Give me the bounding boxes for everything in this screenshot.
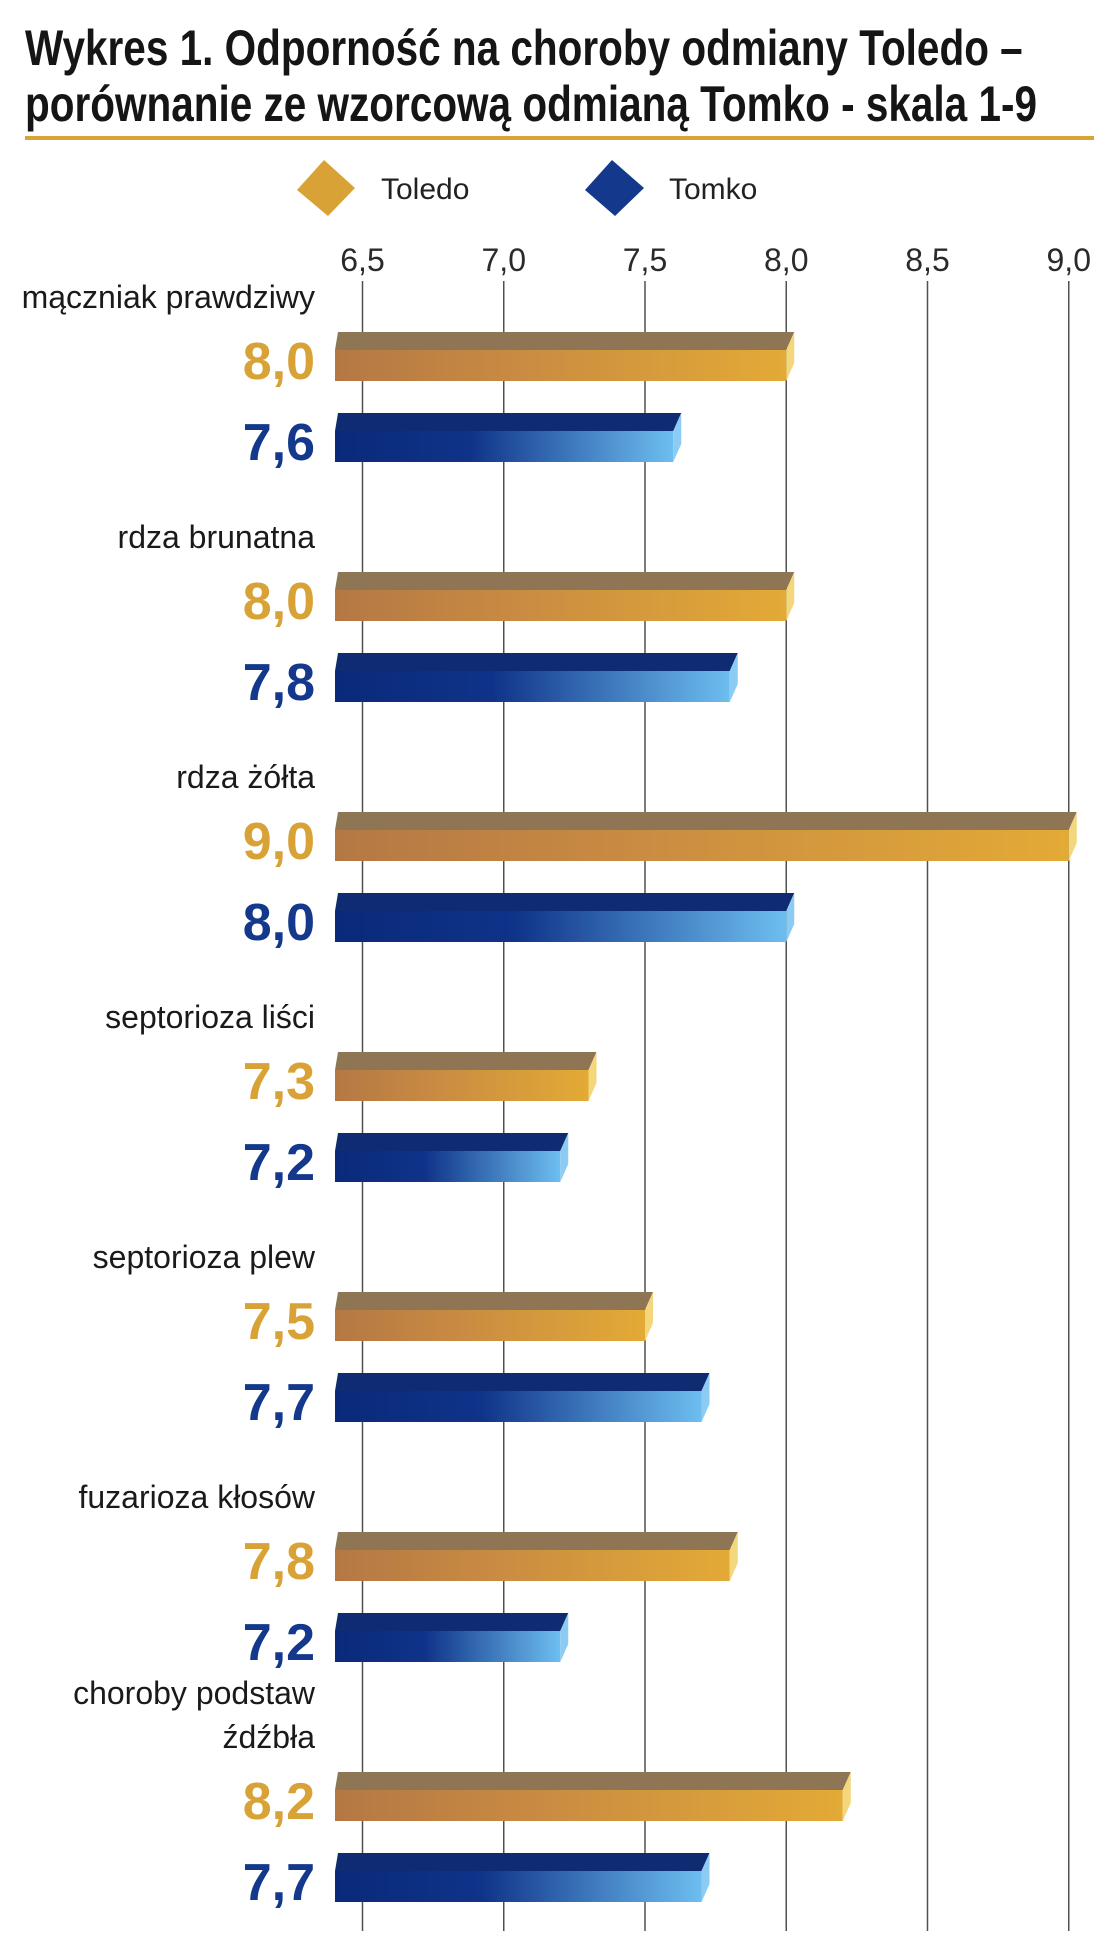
value-label-toledo: 7,8 bbox=[242, 1533, 315, 1591]
bar-toledo-choroby-podstaw-zdzbla bbox=[335, 1772, 851, 1821]
value-label-toledo: 9,0 bbox=[242, 813, 315, 871]
bar-tomko-maczniak-prawdziwy bbox=[335, 413, 682, 462]
value-label-toledo: 8,0 bbox=[242, 333, 315, 391]
bar-front-face bbox=[335, 431, 674, 462]
bar-top-face bbox=[335, 812, 1077, 830]
value-label-tomko: 7,2 bbox=[242, 1134, 315, 1192]
gridlines bbox=[361, 281, 1070, 1931]
legend-swatch-tomko-icon bbox=[585, 160, 644, 216]
x-tick-label: 6,5 bbox=[340, 242, 385, 278]
title-underline bbox=[25, 136, 1094, 140]
bar-front-face bbox=[335, 1151, 561, 1182]
bar-front-face bbox=[335, 590, 787, 621]
bar-front-face bbox=[335, 1550, 730, 1581]
bar-end-cap bbox=[786, 572, 795, 621]
x-tick-label: 8,0 bbox=[764, 242, 809, 278]
bar-toledo-septorioza-plew bbox=[335, 1292, 653, 1341]
category-label: fuzarioza kłosów bbox=[78, 1479, 315, 1515]
bar-front-face bbox=[335, 350, 787, 381]
x-tick-label: 7,5 bbox=[622, 242, 668, 278]
bar-end-cap bbox=[588, 1052, 597, 1101]
bar-top-face bbox=[335, 1292, 653, 1310]
bar-top-face bbox=[335, 1772, 851, 1790]
value-label-tomko: 7,2 bbox=[242, 1614, 315, 1672]
bar-front-face bbox=[335, 671, 730, 702]
bar-top-face bbox=[335, 332, 795, 350]
bar-top-face bbox=[335, 1853, 710, 1871]
bar-top-face bbox=[335, 1052, 597, 1070]
bar-tomko-rdza-brunatna bbox=[335, 653, 738, 702]
bar-front-face bbox=[335, 1391, 702, 1422]
bar-tomko-choroby-podstaw-zdzbla bbox=[335, 1853, 710, 1902]
bar-end-cap bbox=[673, 413, 682, 462]
bar-top-face bbox=[335, 653, 738, 671]
bar-top-face bbox=[335, 413, 682, 431]
bars bbox=[335, 332, 1077, 1902]
bar-end-cap bbox=[560, 1133, 569, 1182]
bar-end-cap bbox=[729, 653, 738, 702]
value-label-tomko: 7,8 bbox=[242, 654, 315, 712]
category-label: mączniak prawdziwy bbox=[21, 279, 315, 315]
value-label-tomko: 8,0 bbox=[242, 894, 315, 952]
bar-front-face bbox=[335, 1310, 645, 1341]
bar-end-cap bbox=[786, 893, 795, 942]
x-tick-label: 9,0 bbox=[1046, 242, 1091, 278]
bar-top-face bbox=[335, 1532, 738, 1550]
bar-tomko-fuzarioza-klosow bbox=[335, 1613, 569, 1662]
legend-swatch-shape bbox=[585, 160, 644, 216]
bar-end-cap bbox=[786, 332, 795, 381]
bar-tomko-septorioza-plew bbox=[335, 1373, 710, 1422]
bar-front-face bbox=[335, 911, 787, 942]
bar-toledo-rdza-zolta bbox=[335, 812, 1077, 861]
category-label: septorioza plew bbox=[92, 1239, 315, 1275]
bar-top-face bbox=[335, 1613, 569, 1631]
value-label-tomko: 7,7 bbox=[242, 1854, 315, 1912]
bar-end-cap bbox=[842, 1772, 851, 1821]
bar-end-cap bbox=[701, 1853, 710, 1902]
value-label-tomko: 7,6 bbox=[242, 414, 315, 472]
bar-toledo-maczniak-prawdziwy bbox=[335, 332, 795, 381]
legend-swatch-toledo-icon bbox=[297, 160, 355, 216]
bar-end-cap bbox=[560, 1613, 569, 1662]
bar-toledo-fuzarioza-klosow bbox=[335, 1532, 738, 1581]
bar-front-face bbox=[335, 1070, 589, 1101]
bar-tomko-rdza-zolta bbox=[335, 893, 795, 942]
value-label-toledo: 8,2 bbox=[242, 1773, 315, 1831]
value-label-toledo: 8,0 bbox=[242, 573, 315, 631]
bar-toledo-septorioza-lisci bbox=[335, 1052, 597, 1101]
bar-end-cap bbox=[1068, 812, 1077, 861]
category-label: choroby podstaw źdźbła bbox=[73, 1675, 315, 1755]
x-tick-label: 7,0 bbox=[481, 242, 526, 278]
bar-end-cap bbox=[701, 1373, 710, 1422]
legend-label-toledo: Toledo bbox=[381, 173, 470, 206]
bar-front-face bbox=[335, 1790, 843, 1821]
category-label: rdza brunatna bbox=[117, 519, 315, 555]
legend-swatch-shape bbox=[297, 160, 355, 216]
bar-toledo-rdza-brunatna bbox=[335, 572, 795, 621]
value-label-toledo: 7,5 bbox=[242, 1293, 315, 1351]
category-label: septorioza liści bbox=[105, 999, 315, 1035]
bar-top-face bbox=[335, 893, 795, 911]
bar-top-face bbox=[335, 1133, 569, 1151]
bar-tomko-septorioza-lisci bbox=[335, 1133, 569, 1182]
bar-top-face bbox=[335, 1373, 710, 1391]
x-tick-label: 8,5 bbox=[905, 242, 950, 278]
bar-end-cap bbox=[645, 1292, 653, 1341]
bar-front-face bbox=[335, 1631, 561, 1662]
bar-front-face bbox=[335, 830, 1069, 861]
bar-end-cap bbox=[729, 1532, 738, 1581]
chart-title: Wykres 1. Odporność na choroby odmiany T… bbox=[25, 20, 1037, 132]
value-label-toledo: 7,3 bbox=[242, 1053, 315, 1111]
legend-label-tomko: Tomko bbox=[669, 173, 758, 206]
category-label: rdza żółta bbox=[176, 759, 315, 795]
bar-top-face bbox=[335, 572, 795, 590]
value-label-tomko: 7,7 bbox=[242, 1374, 315, 1432]
bar-front-face bbox=[335, 1871, 702, 1902]
